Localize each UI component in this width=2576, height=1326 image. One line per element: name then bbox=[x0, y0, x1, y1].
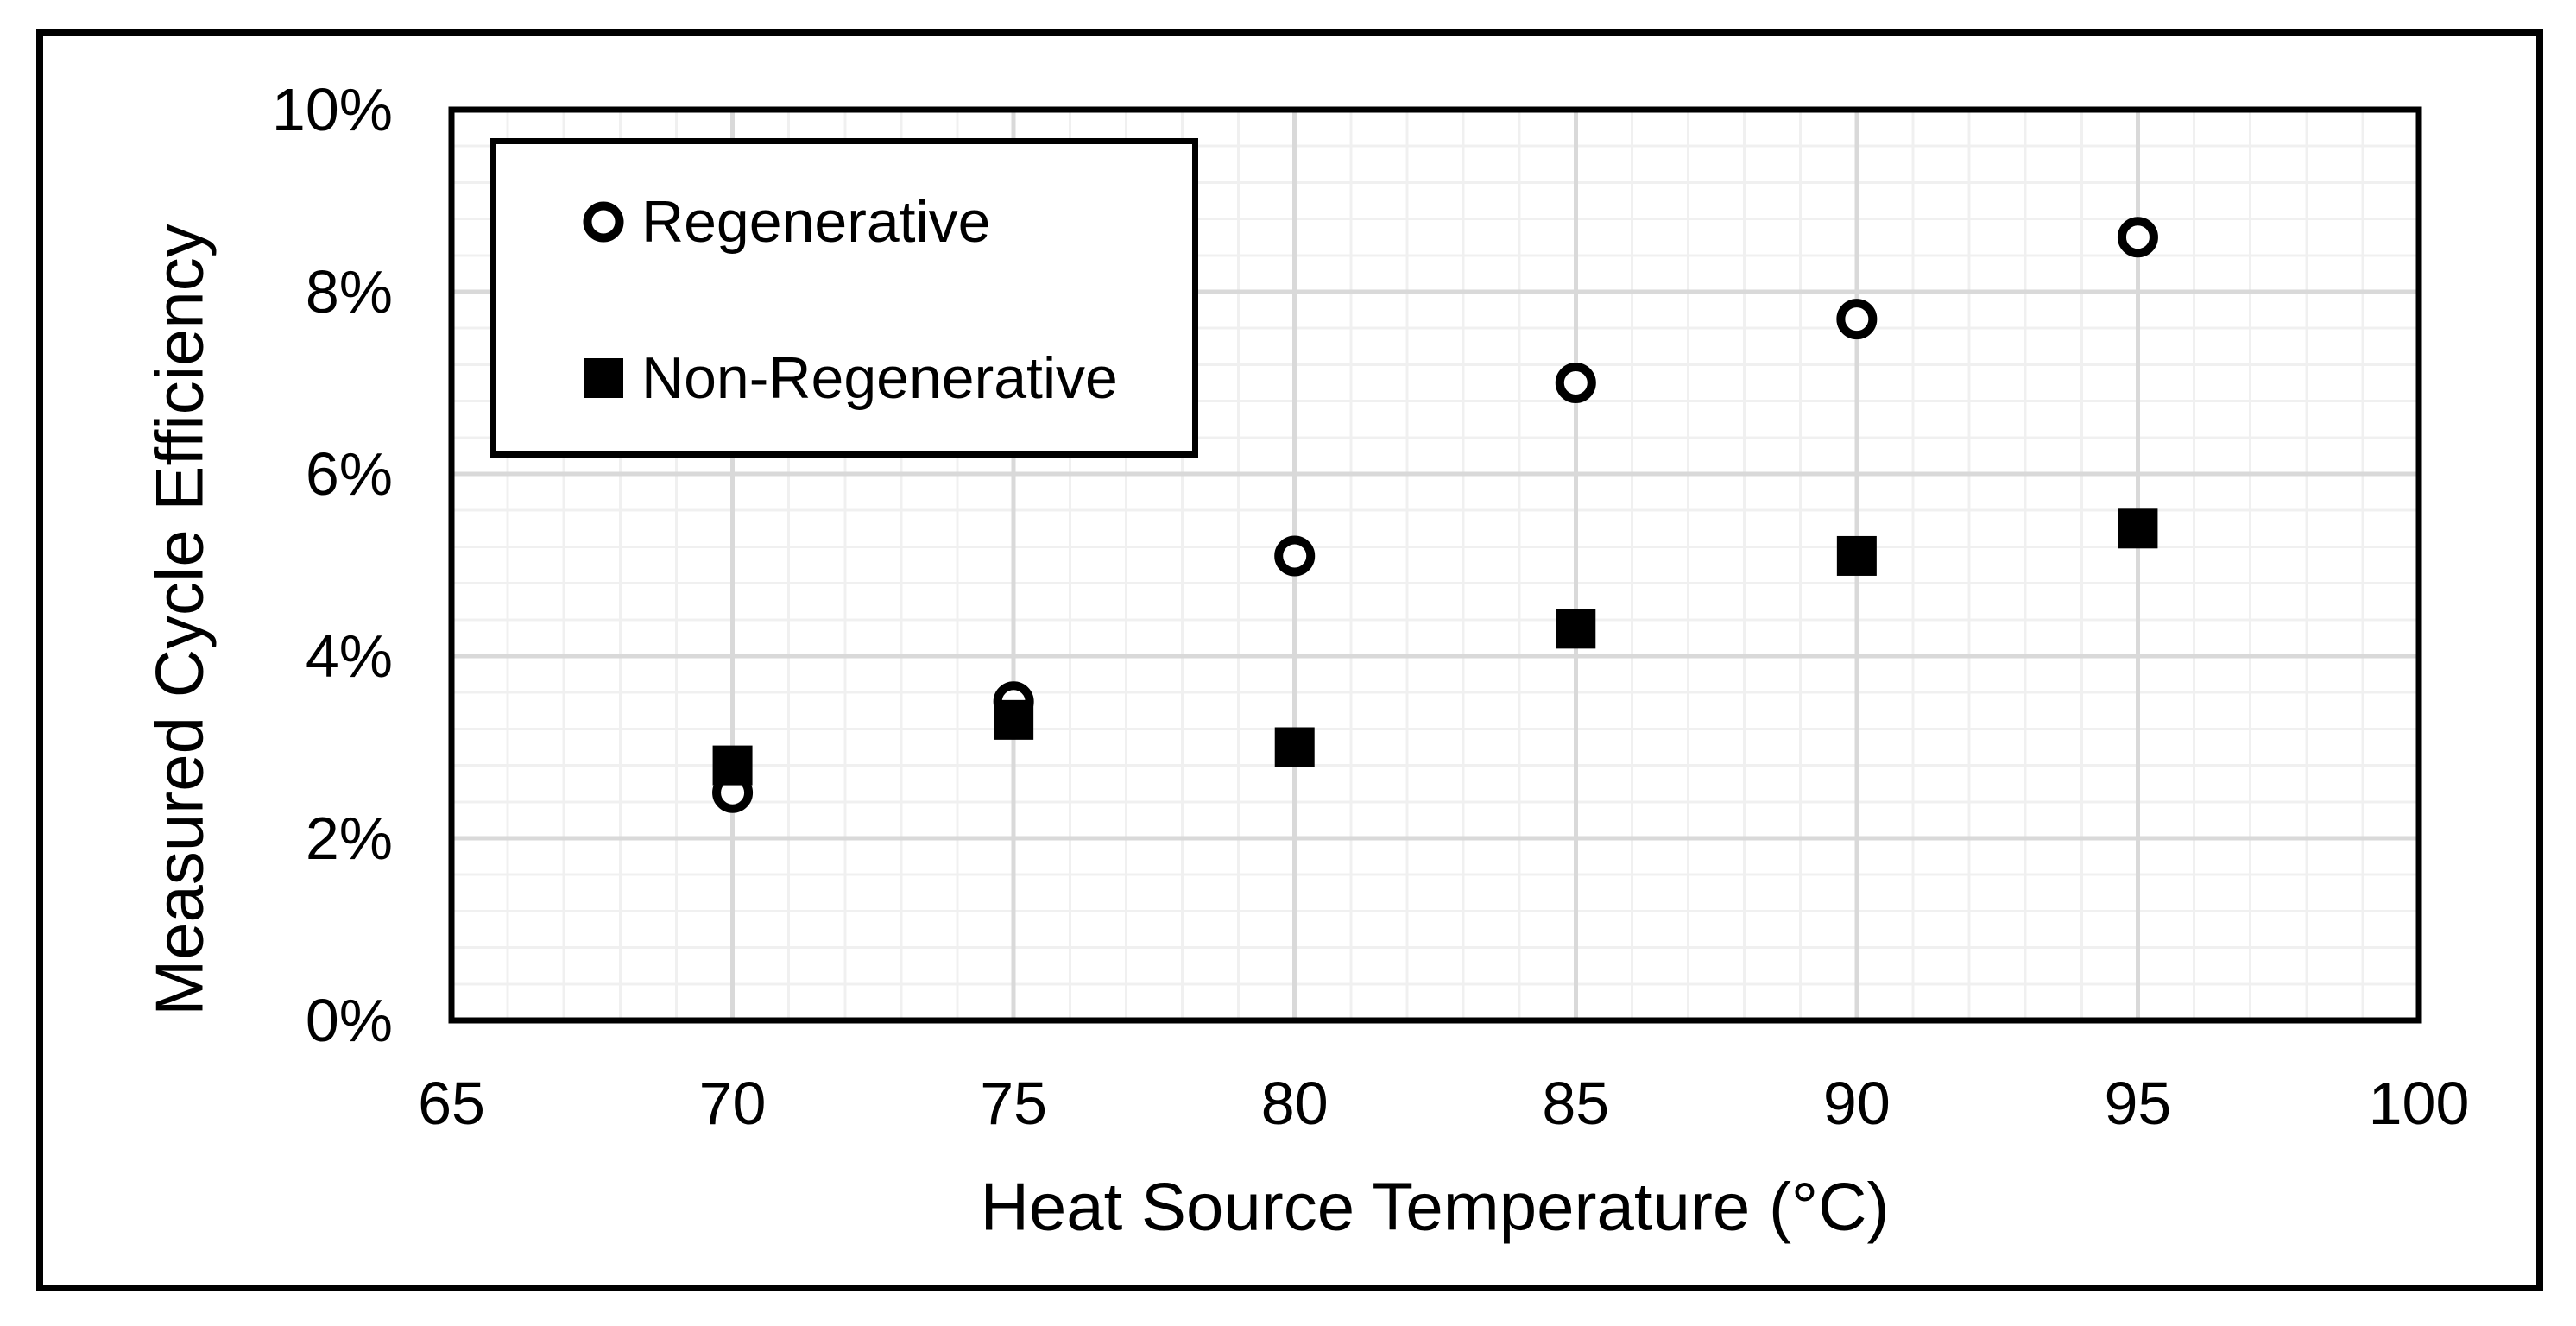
x-tick-label-95: 95 bbox=[2104, 1070, 2172, 1137]
point-legend-non-regenerative bbox=[584, 358, 623, 398]
figure-border bbox=[36, 29, 2543, 1291]
legend-label-non-regenerative: Non-Regenerative bbox=[641, 345, 1118, 411]
y-tick-label-2: 2% bbox=[305, 805, 393, 872]
y-tick-label-10: 10% bbox=[271, 76, 393, 143]
point-non-regenerative-95 bbox=[2118, 508, 2158, 549]
x-tick-label-90: 90 bbox=[1822, 1070, 1891, 1137]
point-non-regenerative-70 bbox=[712, 745, 753, 786]
y-tick-label-6: 6% bbox=[305, 440, 393, 508]
legend-label-regenerative: Regenerative bbox=[641, 189, 991, 255]
x-axis-title: Heat Source Temperature (°C) bbox=[980, 1168, 1890, 1245]
point-non-regenerative-90 bbox=[1836, 535, 1877, 576]
point-regenerative-95 bbox=[2117, 217, 2158, 258]
y-tick-label-4: 4% bbox=[305, 622, 393, 690]
point-regenerative-85 bbox=[1555, 363, 1596, 403]
x-tick-label-70: 70 bbox=[698, 1070, 767, 1137]
legend-item-non-regenerative: Non-Regenerative bbox=[578, 345, 1118, 411]
point-non-regenerative-75 bbox=[994, 699, 1034, 740]
point-non-regenerative-85 bbox=[1556, 609, 1596, 649]
open-circle-icon bbox=[578, 196, 629, 248]
y-tick-label-8: 8% bbox=[305, 258, 393, 325]
y-tick-label-0: 0% bbox=[305, 987, 393, 1054]
x-tick-label-85: 85 bbox=[1542, 1070, 1610, 1137]
x-tick-label-80: 80 bbox=[1260, 1070, 1329, 1137]
x-tick-label-65: 65 bbox=[418, 1070, 485, 1137]
point-regenerative-90 bbox=[1836, 299, 1878, 340]
filled-square-icon bbox=[578, 352, 629, 404]
x-tick-label-100: 100 bbox=[2368, 1070, 2470, 1137]
y-axis-title: Measured Cycle Efficiency bbox=[141, 224, 218, 1016]
data-point-markers bbox=[712, 217, 2158, 813]
legend: Regenerative Non-Regenerative bbox=[490, 138, 1198, 458]
point-legend-regenerative bbox=[583, 201, 624, 243]
plot-area-border bbox=[448, 106, 2422, 1024]
point-regenerative-80 bbox=[1274, 535, 1316, 577]
x-tick-label-75: 75 bbox=[980, 1070, 1048, 1137]
point-non-regenerative-80 bbox=[1274, 727, 1315, 767]
legend-item-regenerative: Regenerative bbox=[578, 189, 990, 255]
